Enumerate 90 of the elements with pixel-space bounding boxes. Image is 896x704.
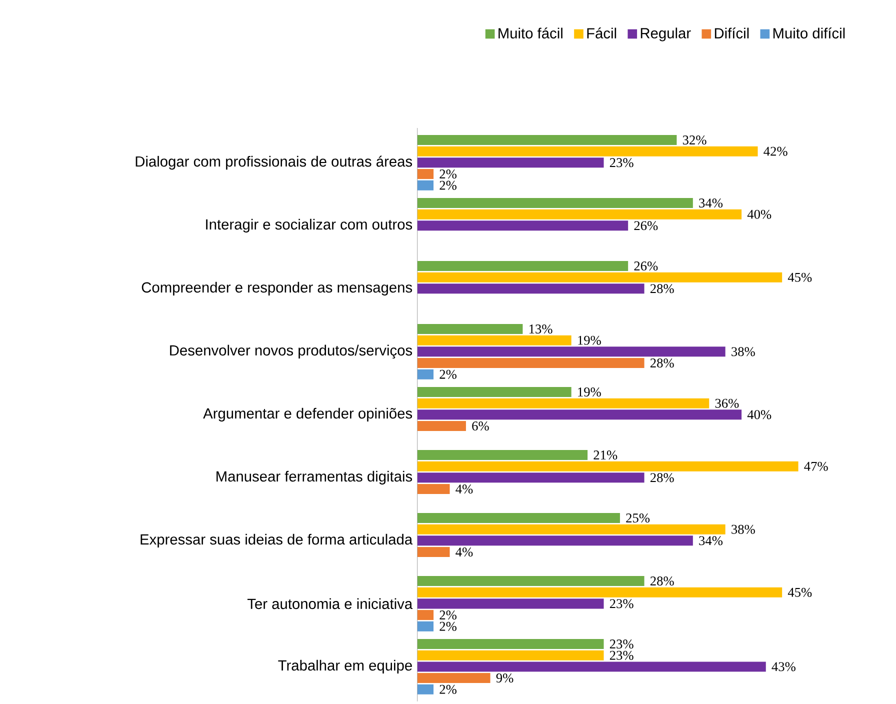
legend-label: Difícil	[714, 28, 749, 38]
bar	[417, 639, 604, 650]
bar	[417, 684, 434, 694]
data-label: 2%	[440, 622, 456, 631]
data-label: 47%	[804, 462, 828, 471]
bar	[417, 220, 628, 231]
bar	[417, 410, 742, 420]
bar	[417, 610, 434, 620]
data-label: 23%	[610, 650, 634, 660]
data-label: 34%	[699, 198, 723, 208]
data-label: 4%	[456, 547, 473, 557]
y-tick-label: Dialogar com profissionais de outras áreas	[136, 156, 412, 170]
data-label: 28%	[650, 358, 674, 368]
bar	[417, 398, 710, 408]
y-tick-label: Desenvolver novos produtos/serviços	[170, 344, 412, 359]
bar	[417, 261, 628, 272]
y-tick-label: Compreender e responder as mensagens	[142, 282, 412, 296]
data-label: 28%	[650, 284, 674, 294]
legend-label: Regular	[640, 28, 691, 42]
data-label: 19%	[578, 387, 601, 397]
data-label: 23%	[610, 158, 634, 168]
bar	[417, 621, 434, 632]
bar	[417, 272, 782, 282]
y-tick-label: Expressar suas ideias de forma articulada	[140, 534, 413, 548]
bar	[417, 472, 644, 483]
data-label: 2%	[440, 180, 456, 190]
bar	[417, 158, 604, 168]
y-tick-label: Ter autonomia e iniciativa	[247, 598, 413, 610]
bar	[417, 346, 726, 357]
bar	[417, 524, 726, 534]
bar	[417, 209, 742, 220]
data-label: 6%	[472, 421, 489, 431]
bar	[417, 536, 693, 546]
bar	[417, 513, 620, 524]
data-label: 2%	[440, 684, 456, 694]
legend-label: Muito fácil	[498, 28, 562, 38]
data-label: 28%	[650, 576, 674, 586]
data-label: 4%	[456, 484, 473, 494]
data-label: 36%	[715, 398, 739, 408]
data-label: 13%	[529, 324, 552, 334]
bar	[417, 198, 693, 208]
data-label: 40%	[747, 210, 772, 219]
bar	[417, 358, 644, 368]
data-label: 21%	[594, 450, 618, 460]
bar	[417, 450, 588, 460]
bar	[417, 421, 466, 432]
data-label: 38%	[732, 347, 755, 356]
bar	[417, 369, 434, 380]
bar	[417, 180, 434, 190]
data-label: 42%	[764, 146, 788, 156]
data-label: 9%	[496, 674, 514, 683]
y-tick-label: Argumentar e defender opiniões	[203, 408, 412, 422]
y-tick-label: Manusear ferramentas digitais	[216, 470, 412, 485]
bar	[417, 335, 572, 346]
data-label: 40%	[747, 410, 772, 420]
y-tick-label: Trabalhar em equipe	[278, 660, 412, 674]
bar	[417, 387, 572, 398]
legend-label: Muito difícil	[773, 28, 845, 38]
data-label: 45%	[788, 588, 812, 597]
bar	[417, 650, 604, 660]
data-label: 23%	[610, 599, 634, 608]
data-label: 23%	[610, 640, 634, 649]
bar	[417, 484, 450, 494]
data-label: 26%	[634, 261, 658, 271]
data-label: 38%	[732, 524, 755, 534]
bar	[417, 547, 450, 558]
data-label: 32%	[682, 135, 706, 145]
bar	[417, 284, 644, 294]
data-label: 43%	[772, 662, 796, 672]
data-label: 25%	[626, 513, 650, 523]
bar	[417, 598, 604, 609]
bar	[417, 662, 766, 672]
bar	[417, 587, 782, 598]
bar	[417, 324, 523, 334]
bar	[417, 169, 434, 179]
bar	[417, 461, 798, 472]
legend-label: Fácil	[587, 28, 616, 38]
data-label: 28%	[650, 473, 674, 482]
data-label: 34%	[699, 536, 723, 546]
bar	[417, 576, 644, 586]
data-label: 19%	[578, 336, 601, 345]
bar	[417, 146, 758, 156]
data-label: 26%	[634, 221, 658, 230]
bar	[417, 135, 677, 145]
data-label: 2%	[440, 610, 456, 620]
y-tick-label: Interagir e socializar com outros	[206, 218, 412, 232]
data-label: 2%	[440, 370, 456, 379]
bar	[417, 673, 490, 684]
data-label: 2%	[440, 169, 456, 179]
data-label: 45%	[788, 272, 812, 282]
